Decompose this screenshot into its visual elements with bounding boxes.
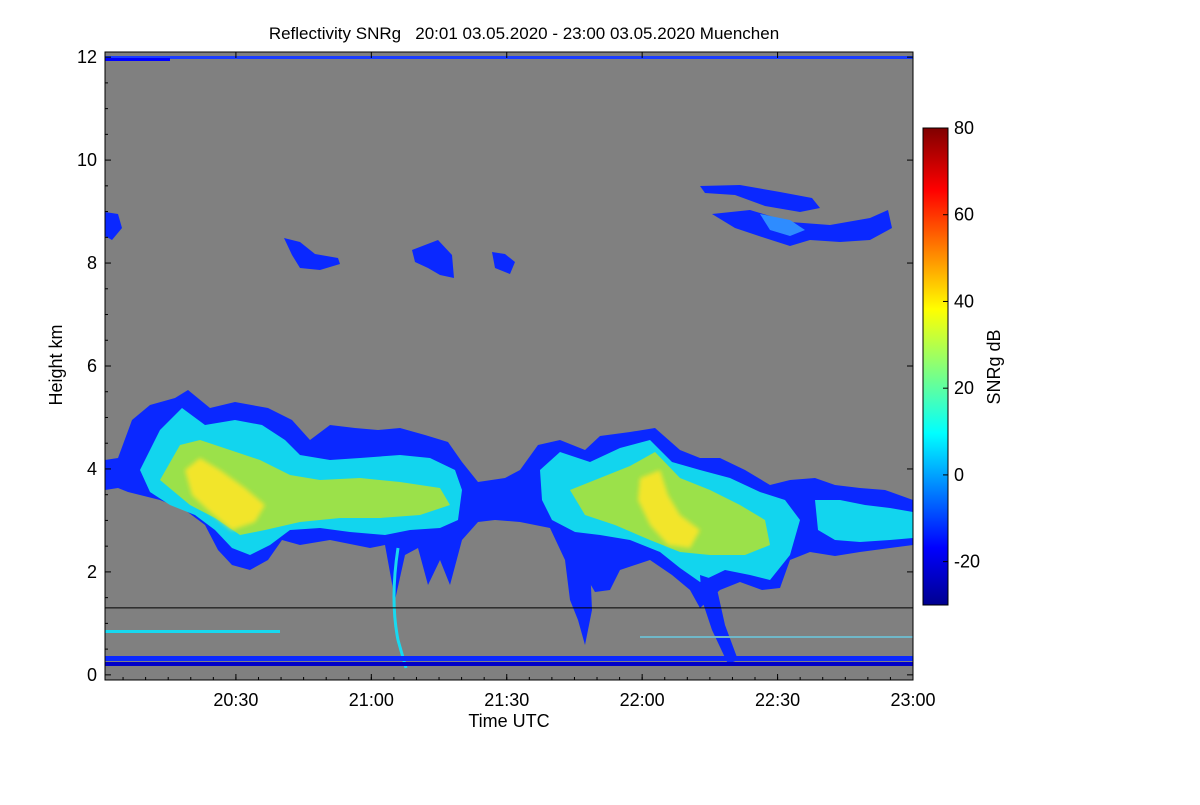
colorbar-tick-label: 80 <box>954 118 974 138</box>
x-tick-label: 22:00 <box>620 690 665 710</box>
x-tick-label: 21:00 <box>349 690 394 710</box>
echo-fallstreak-c <box>700 575 738 664</box>
colorbar-label: SNRg dB <box>984 329 1004 404</box>
y-tick-label: 0 <box>87 665 97 685</box>
echo-top-line <box>105 56 913 59</box>
colorbar <box>922 127 949 606</box>
x-axis: 20:30 21:00 21:30 22:00 22:30 23:00 <box>122 52 936 710</box>
y-tick-label: 4 <box>87 459 97 479</box>
echo-upper-c <box>760 214 805 236</box>
echo-upper-a <box>700 185 820 212</box>
colorbar-tick-label: 0 <box>954 465 964 485</box>
echo-ice-a <box>284 238 340 270</box>
x-axis-label: Time UTC <box>468 711 549 731</box>
echo-ice-d <box>105 212 122 240</box>
colorbar-tick-label: 60 <box>954 205 974 225</box>
echo-ground-band-a <box>105 656 913 661</box>
y-axis: 0 2 4 6 8 10 12 <box>77 47 913 685</box>
plot-background <box>105 52 913 680</box>
x-tick-label: 22:30 <box>755 690 800 710</box>
x-tick-label: 21:30 <box>484 690 529 710</box>
echo-ice-b <box>412 240 454 278</box>
echo-ice-c <box>492 252 515 274</box>
y-axis-label: Height km <box>46 324 66 405</box>
echo-ground-band-b <box>105 662 913 666</box>
chart-title: Reflectivity SNRg 20:01 03.05.2020 - 23:… <box>269 24 779 43</box>
y-tick-label: 8 <box>87 253 97 273</box>
echo-ground-line-cyan-2 <box>640 636 913 638</box>
radar-echoes <box>105 56 913 669</box>
echo-ground-line-cyan <box>105 630 280 633</box>
y-tick-label: 10 <box>77 150 97 170</box>
colorbar-tick-label: 40 <box>954 291 974 311</box>
echo-fallstreak-a <box>392 547 408 669</box>
y-tick-label: 2 <box>87 562 97 582</box>
y-tick-label: 6 <box>87 356 97 376</box>
colorbar-axis: -20 0 20 40 60 80 <box>943 118 980 572</box>
colorbar-tick-label: -20 <box>954 552 980 572</box>
colorbar-tick-label: 20 <box>954 378 974 398</box>
x-tick-label: 23:00 <box>890 690 935 710</box>
echo-fallstreak-b <box>565 560 592 645</box>
x-tick-label: 20:30 <box>213 690 258 710</box>
y-tick-label: 12 <box>77 47 97 67</box>
echo-top-line-left <box>105 58 170 61</box>
